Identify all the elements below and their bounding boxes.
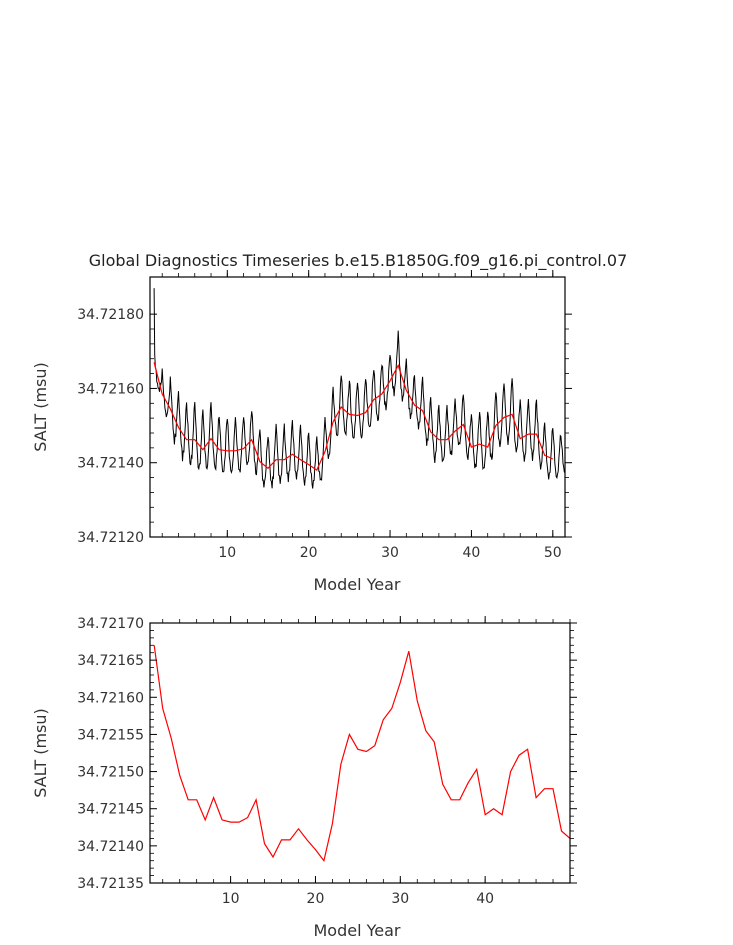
y-tick-label: 34.72140 bbox=[77, 456, 144, 472]
y-tick-label: 34.72135 bbox=[77, 876, 144, 892]
x-tick-label: 40 bbox=[463, 545, 481, 561]
x-tick-label: 20 bbox=[307, 891, 325, 907]
x-tick-label: 50 bbox=[544, 545, 562, 561]
x-tick-label: 20 bbox=[300, 545, 318, 561]
bottom-plot-frame bbox=[149, 622, 571, 884]
y-tick-label: 34.72180 bbox=[77, 307, 144, 323]
x-tick-label: 10 bbox=[222, 891, 240, 907]
top-x-axis-label: Model Year bbox=[314, 575, 401, 594]
bottom-x-axis-label: Model Year bbox=[314, 921, 401, 940]
chart-title: Global Diagnostics Timeseries b.e15.B185… bbox=[89, 251, 628, 271]
bottom-y-axis-label: SALT (msu) bbox=[31, 708, 50, 798]
y-tick-label: 34.72165 bbox=[77, 653, 144, 669]
y-tick-label: 34.72160 bbox=[77, 381, 144, 397]
y-tick-label: 34.72145 bbox=[77, 802, 144, 818]
x-tick-label: 30 bbox=[381, 545, 399, 561]
y-tick-label: 34.72150 bbox=[77, 765, 144, 781]
x-tick-label: 40 bbox=[476, 891, 494, 907]
y-tick-label: 34.72160 bbox=[77, 690, 144, 706]
x-tick-label: 30 bbox=[391, 891, 409, 907]
x-tick-label: 10 bbox=[218, 545, 236, 561]
series-line-annual-mean bbox=[153, 645, 570, 863]
series-line-monthly bbox=[153, 288, 565, 489]
top-panel: 10 20 30 40 50 34.72120 34.72140 34.72160 34.721… bbox=[31, 270, 572, 594]
series-line-annual bbox=[153, 362, 554, 472]
bottom-panel: 10 20 30 40 34.72135 34.72140 34.72145 34.72150… bbox=[31, 616, 577, 940]
top-y-axis-label: SALT (msu) bbox=[31, 362, 50, 452]
y-tick-label: 34.72120 bbox=[77, 530, 144, 546]
y-tick-label: 34.72170 bbox=[77, 616, 144, 632]
y-tick-label: 34.72155 bbox=[77, 727, 144, 743]
y-tick-label: 34.72140 bbox=[77, 839, 144, 855]
